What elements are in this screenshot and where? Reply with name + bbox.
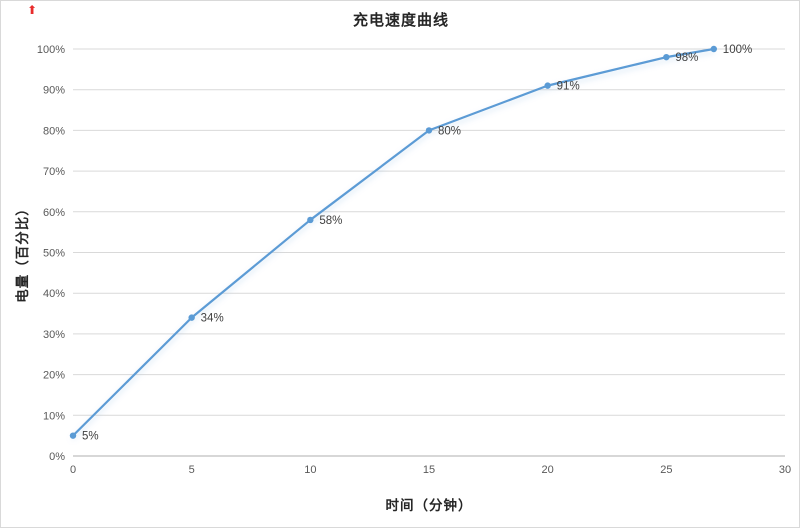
data-point-label: 80% (438, 125, 461, 137)
data-point-label: 58% (319, 215, 342, 227)
data-point-marker (188, 314, 195, 321)
y-tick-label: 20% (43, 370, 65, 382)
x-tick-label: 25 (660, 464, 672, 476)
data-point-label: 5% (82, 431, 99, 443)
y-tick-label: 10% (43, 410, 65, 422)
y-tick-label: 90% (43, 85, 65, 97)
chart-title: 充电速度曲线 (352, 12, 449, 29)
y-tick-label: 40% (43, 288, 65, 300)
y-tick-label: 70% (43, 166, 65, 178)
data-point-label: 34% (201, 313, 224, 325)
data-point-marker (663, 53, 670, 61)
y-tick-label: 50% (43, 248, 65, 260)
y-tick-label: 60% (43, 207, 65, 219)
x-axis-title: 时间（分钟） (385, 498, 473, 513)
y-tick-label: 30% (43, 329, 65, 341)
x-tick-label: 5 (189, 464, 195, 476)
x-tick-label: 15 (423, 464, 435, 476)
data-point-label: 100% (723, 44, 752, 56)
x-tick-label: 20 (542, 464, 554, 476)
data-point-label: 91% (557, 81, 580, 93)
data-point-marker (307, 216, 314, 224)
y-tick-label: 0% (49, 451, 65, 463)
x-tick-label: 30 (779, 464, 791, 476)
data-point-marker (425, 127, 433, 134)
data-point-marker (544, 82, 551, 89)
y-tick-label: 100% (37, 44, 65, 56)
x-tick-label: 10 (304, 464, 316, 476)
red-marker-icon: ⬆ (27, 3, 38, 17)
series-line (71, 47, 715, 437)
y-axis-title: 电量（百分比） (15, 201, 30, 303)
data-point-marker (69, 432, 77, 439)
y-tick-label: 80% (43, 125, 65, 137)
x-tick-label: 0 (70, 464, 76, 476)
data-point-marker (710, 45, 717, 53)
data-point-label: 98% (675, 52, 698, 64)
